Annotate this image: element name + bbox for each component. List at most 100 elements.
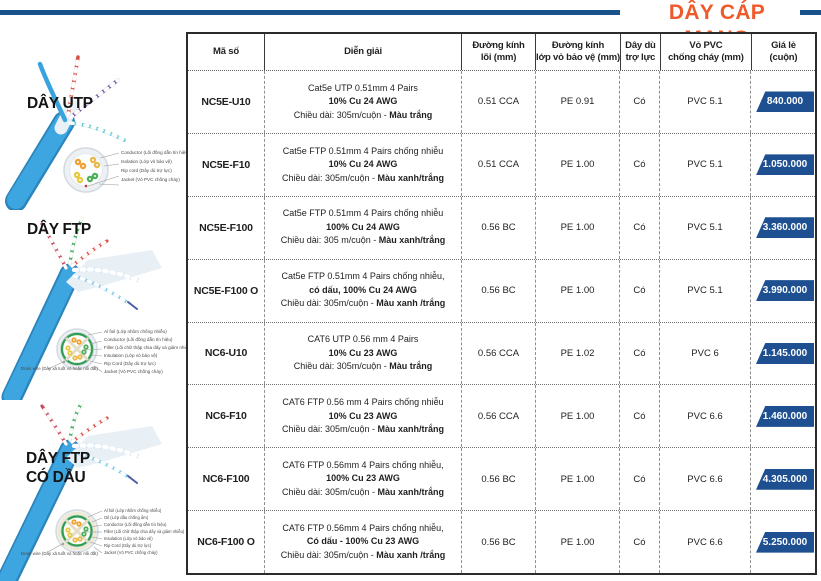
cell-core: 0.56 CCA <box>462 385 536 448</box>
ftp-drain-wire-label: Drain wire (Dây xả tuốt vỏ hoặc nối đất) <box>20 366 98 371</box>
cell-price: 3.990.000 <box>751 260 815 322</box>
header-sheath-diameter: Đường kính lớp vỏ bảo vệ (mm) <box>536 34 621 70</box>
cell-description: Cat5e FTP 0.51mm 4 Pairs chống nhiễu 10%… <box>265 133 462 196</box>
header-line: lớp vỏ bảo vệ (mm) <box>536 52 620 63</box>
cell-price: 1.145.000 <box>751 323 815 385</box>
cable-spec-table: Mã số Diễn giải Đường kính lõi (mm) Đường… <box>186 32 817 575</box>
header-description: Diễn giải <box>265 34 462 70</box>
header-rule-left <box>0 10 620 15</box>
desc-line1: CAT6 FTP 0.56mm 4 Pairs chống nhiễu, <box>282 459 444 470</box>
section-label-utp: DÂY UTP <box>27 95 93 112</box>
section-label-ftp-oil: DÂY FTP CÓ DẦU <box>26 449 90 487</box>
desc-line1: CAT6 FTP 0.56mm 4 Pairs chống nhiễu, <box>282 522 444 533</box>
desc-color: Màu xanh/trắng <box>377 424 445 435</box>
cell-sheath: PE 1.02 <box>536 322 620 385</box>
cell-pvc: PVC 5.1 <box>660 133 751 196</box>
table-row: NC5E-U10 Cat5e UTP 0.51mm 4 Pairs 10% Cu… <box>188 71 815 133</box>
cell-price: 3.360.000 <box>751 197 815 259</box>
ftp-cable-illustration <box>1 216 162 400</box>
cell-core: 0.51 CCA <box>462 133 536 196</box>
section-label-ftp: DÂY FTP <box>27 221 91 238</box>
desc-line3: Chiều dài: 305m/cuộn - Màu xanh/trắng <box>282 486 444 500</box>
desc-line2: có dấu, 100% Cu 24 AWG <box>309 284 417 295</box>
desc-color: Màu xanh/trắng <box>378 235 446 246</box>
ftp-oil-drain-wire-label: Drain wire (Dây xả tuốt vỏ hoặc nối đất) <box>20 551 98 556</box>
cell-code: NC6-U10 <box>188 322 265 385</box>
cell-pvc: PVC 5.1 <box>660 71 751 133</box>
utp-callout-labels: Conductor (Lõi đồng dẫn tín hiệu) Isolat… <box>121 148 189 184</box>
callout-label: Al foil (Lớp nhôm chống nhiễu) <box>104 508 162 513</box>
table-row: NC6-F100 CAT6 FTP 0.56mm 4 Pairs chống n… <box>188 447 815 511</box>
cell-code: NC6-F10 <box>188 385 265 448</box>
desc-line1: Cat5e FTP 0.51mm 4 Pairs chống nhiễu <box>282 208 444 219</box>
desc-line2: 100% Cu 24 AWG <box>326 221 400 232</box>
cell-ripcord: Có <box>620 196 660 259</box>
callout-label: Rip Cord (Dây dù trợ lực) <box>104 361 156 366</box>
header-line: Mã số <box>213 46 239 57</box>
desc-color: Màu xanh/trắng <box>377 486 445 497</box>
cell-pvc: PVC 6.6 <box>660 511 751 573</box>
ftp-callout-labels: Al foil (Lớp nhôm chống nhiễu) Conductor… <box>104 328 192 376</box>
header-pvc: Vỏ PVC chống cháy (mm) <box>661 34 752 70</box>
desc-line2: 10% Cu 24 AWG <box>328 159 398 170</box>
cell-sheath: PE 1.00 <box>536 196 620 259</box>
desc-length: Chiều dài: 305 m/cuộn - <box>280 235 379 246</box>
cell-code: NC6-F100 <box>188 448 265 511</box>
table-row: NC6-F10 CAT6 FTP 0.56 mm 4 Pairs chống n… <box>188 384 815 448</box>
callout-label: Rip cord (Dây dù trợ lực) <box>121 168 172 173</box>
cell-pvc: PVC 6 <box>660 322 751 385</box>
cell-description: CAT6 FTP 0.56 mm 4 Pairs chống nhiễu 10%… <box>265 385 462 448</box>
cell-description: Cat5e FTP 0.51mm 4 Pairs chống nhiễu 100… <box>265 196 462 259</box>
callout-label: Conductor (Lõi đồng dẫn tín hiệu) <box>104 522 167 527</box>
desc-color: Màu xanh/trắng <box>377 172 445 183</box>
cell-description: Cat5e FTP 0.51mm 4 Pairs chống nhiễu, có… <box>265 259 462 322</box>
cell-ripcord: Có <box>620 511 660 573</box>
cell-core: 0.51 CCA <box>462 71 536 133</box>
table-row: NC5E-F10 Cat5e FTP 0.51mm 4 Pairs chống … <box>188 132 815 196</box>
callout-label: Rip Cord (Dây dù trợ lực) <box>104 543 152 548</box>
cell-price: 1.050.000 <box>751 134 815 196</box>
cell-core: 0.56 BC <box>462 196 536 259</box>
desc-line2: 10% Cu 23 AWG <box>328 410 398 421</box>
desc-line1: CAT6 UTP 0.56 mm 4 Pairs <box>307 334 419 345</box>
cell-sheath: PE 0.91 <box>536 71 620 133</box>
desc-length: Chiều dài: 305m/cuộn - <box>281 486 378 497</box>
cell-sheath: PE 1.00 <box>536 259 620 322</box>
cell-ripcord: Có <box>620 385 660 448</box>
table-header-row: Mã số Diễn giải Đường kính lõi (mm) Đường… <box>188 34 815 71</box>
cell-price: 840.000 <box>751 71 815 133</box>
desc-line1: Cat5e UTP 0.51mm 4 Pairs <box>308 82 418 93</box>
desc-line1: Cat5e FTP 0.51mm 4 Pairs chống nhiễu <box>282 145 444 156</box>
cell-core: 0.56 CCA <box>462 322 536 385</box>
desc-line1: Cat5e FTP 0.51mm 4 Pairs chống nhiễu, <box>281 271 445 282</box>
header-price: Giá lẻ (cuộn) <box>752 34 815 70</box>
callout-label: Insulation (Lớp vỏ bảo vệ) <box>104 536 153 541</box>
utp-cross-section-diagram <box>63 147 120 193</box>
desc-length: Chiều dài: 305m/cuộn - <box>280 298 377 309</box>
table-row: NC5E-F100 Cat5e FTP 0.51mm 4 Pairs chống… <box>188 195 815 259</box>
cell-sheath: PE 1.00 <box>536 385 620 448</box>
cell-ripcord: Có <box>620 322 660 385</box>
desc-line3: Chiều dài: 305 m/cuộn - Màu xanh/trắng <box>281 234 446 248</box>
header-rule-right <box>800 10 821 15</box>
header-line: Đường kính <box>551 40 605 51</box>
cell-description: CAT6 UTP 0.56 mm 4 Pairs 10% Cu 23 AWG C… <box>265 322 462 385</box>
callout-label: Filler (Lõi chữ thập chia dây và giảm nh… <box>104 529 185 534</box>
callout-label: Jacket (Vỏ PVC chống cháy) <box>104 369 163 374</box>
desc-line2: Có dấu - 100% Cu 23 AWG <box>306 536 420 547</box>
callout-label: Jacket (Vỏ PVC chống cháy) <box>121 177 180 182</box>
cell-core: 0.56 BC <box>462 259 536 322</box>
desc-color: Màu trắng <box>389 361 433 372</box>
price-badge: 1.145.000 <box>756 342 814 364</box>
cell-pvc: PVC 6.6 <box>660 385 751 448</box>
header-line: Vỏ PVC <box>689 40 723 51</box>
desc-length: Chiều dài: 305m/cuộn - <box>281 424 378 435</box>
callout-label: Conductor (Lõi đồng dẫn tín hiệu) <box>121 150 190 155</box>
desc-line3: Chiều dài: 305m/cuộn - Màu trắng <box>294 360 433 374</box>
cell-code: NC5E-F100 O <box>188 259 265 322</box>
ftp-cross-section-diagram <box>47 328 103 373</box>
callout-label: Insulation (Lớp vỏ bảo vệ) <box>104 353 158 358</box>
cell-description: CAT6 FTP 0.56mm 4 Pairs chống nhiễu, Có … <box>265 511 462 573</box>
price-badge: 4.305.000 <box>756 468 814 490</box>
